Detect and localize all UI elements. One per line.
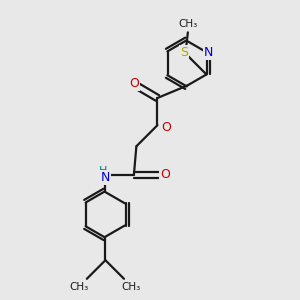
Text: O: O	[129, 76, 139, 90]
Text: S: S	[180, 46, 188, 59]
Text: N: N	[101, 171, 110, 184]
Text: N: N	[204, 46, 213, 59]
Text: CH₃: CH₃	[178, 19, 197, 29]
Text: O: O	[161, 121, 171, 134]
Text: H: H	[99, 166, 107, 176]
Text: CH₃: CH₃	[70, 283, 89, 292]
Text: O: O	[160, 168, 170, 181]
Text: CH₃: CH₃	[122, 283, 141, 292]
